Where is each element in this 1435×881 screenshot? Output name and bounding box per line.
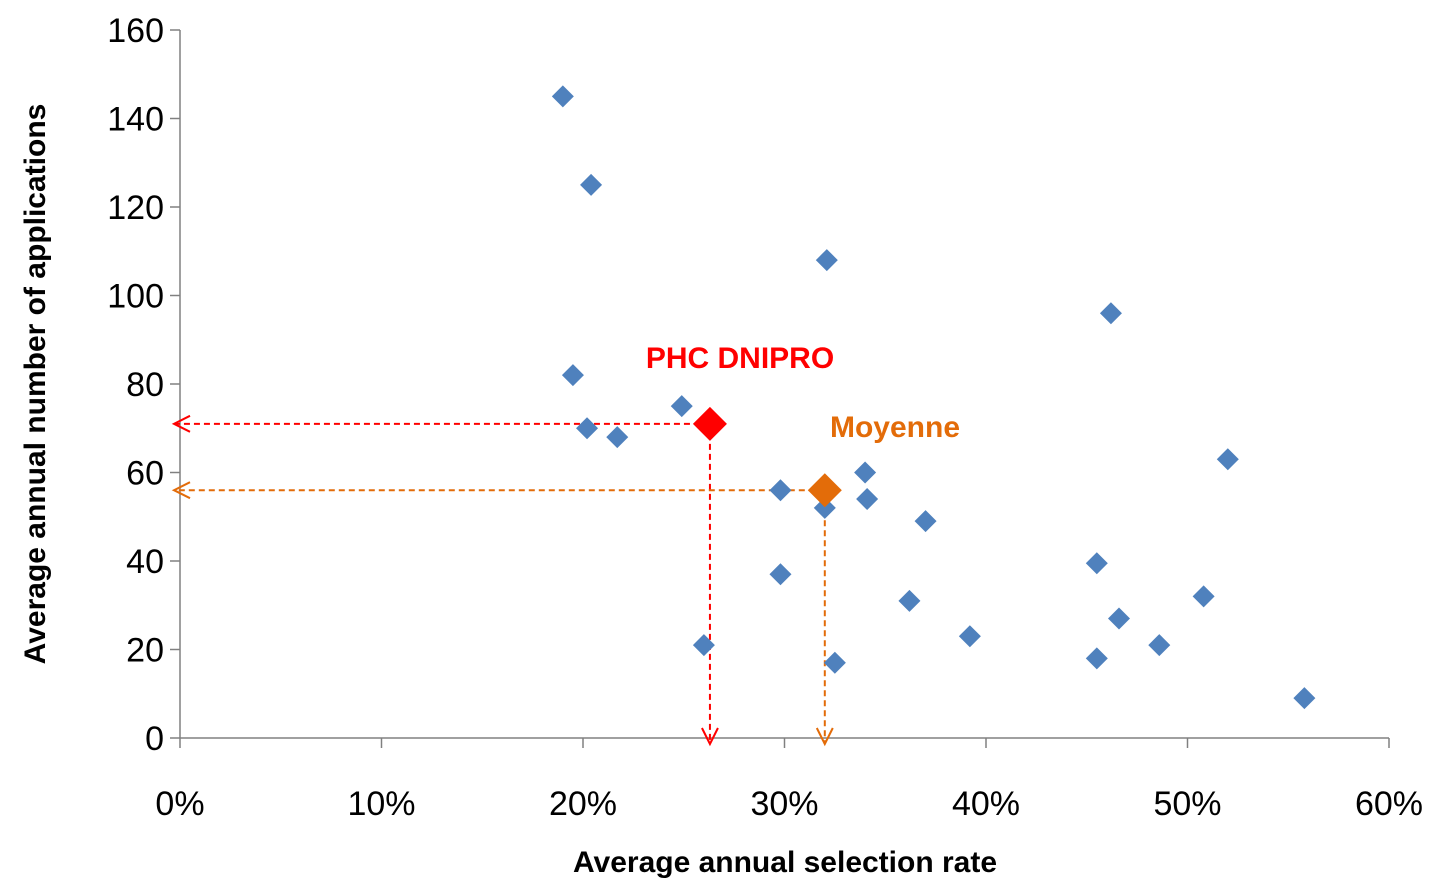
data-point — [856, 488, 879, 511]
data-point — [769, 479, 792, 502]
data-point — [580, 173, 603, 196]
x-tick-label: 10% — [347, 785, 415, 823]
x-tick-label: 20% — [549, 785, 617, 823]
average-down-arrowhead — [815, 727, 834, 747]
y-tick-label: 100 — [107, 278, 164, 316]
data-point — [1192, 585, 1215, 608]
average-point — [807, 473, 842, 508]
data-point — [769, 563, 792, 586]
y-axis-title: Average annual number of applications — [19, 104, 52, 665]
data-point — [914, 510, 937, 533]
data-point — [551, 85, 574, 108]
data-point — [854, 461, 877, 484]
y-tick-label: 40 — [126, 543, 164, 581]
data-point — [898, 589, 921, 612]
y-tick-label: 20 — [126, 632, 164, 670]
data-point — [670, 395, 693, 418]
data-point — [815, 249, 838, 272]
data-point — [1148, 634, 1171, 657]
y-tick-label: 60 — [126, 455, 164, 493]
y-tick-label: 160 — [107, 12, 164, 50]
y-tick-label: 80 — [126, 366, 164, 404]
y-tick-label: 140 — [107, 101, 164, 139]
x-tick-label: 40% — [952, 785, 1020, 823]
y-tick-label: 0 — [145, 720, 164, 758]
data-point — [1085, 647, 1108, 670]
x-tick-label: 0% — [155, 785, 204, 823]
x-axis-title: Average annual selection rate — [573, 846, 997, 879]
data-point — [1216, 448, 1239, 471]
data-point — [1293, 687, 1316, 710]
data-point — [823, 651, 846, 674]
data-point — [606, 426, 629, 449]
data-point — [958, 625, 981, 648]
highlight-left-arrowhead — [171, 414, 191, 433]
data-point — [1085, 552, 1108, 575]
plot-area: 0 20 40 60 80 100 120 140 160 0% 10% 20% 30% 40% 50% 60… — [107, 12, 1423, 823]
data-point — [1099, 302, 1122, 325]
data-point — [561, 364, 584, 387]
highlight-point — [692, 406, 727, 441]
y-tick-label: 120 — [107, 189, 164, 227]
x-tick-label: 60% — [1355, 785, 1423, 823]
data-point — [576, 417, 599, 440]
data-point — [1107, 607, 1130, 630]
x-tick-label: 30% — [750, 785, 818, 823]
highlight-label: PHC DNIPRO — [646, 342, 834, 375]
data-point — [692, 634, 715, 657]
data-point — [813, 496, 836, 519]
x-tick-label: 50% — [1153, 785, 1221, 823]
average-label: Moyenne — [830, 411, 960, 444]
average-left-arrowhead — [171, 481, 191, 500]
highlight-down-arrowhead — [701, 727, 719, 747]
